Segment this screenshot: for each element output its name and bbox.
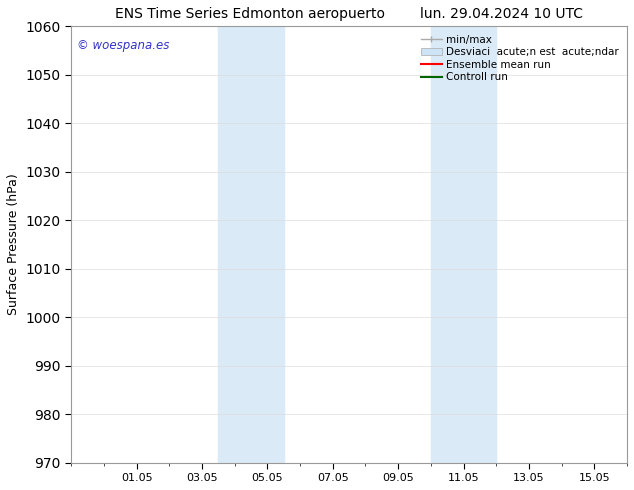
- Bar: [431, 26, 463, 463]
- Legend: min/max, Desviaci  acute;n est  acute;ndar, Ensemble mean run, Controll run: min/max, Desviaci acute;n est acute;ndar…: [418, 31, 622, 86]
- Bar: [251, 26, 283, 463]
- Bar: [218, 26, 251, 463]
- Title: ENS Time Series Edmonton aeropuerto        lun. 29.04.2024 10 UTC: ENS Time Series Edmonton aeropuerto lun.…: [115, 7, 583, 21]
- Bar: [463, 26, 496, 463]
- Text: © woespana.es: © woespana.es: [77, 39, 169, 52]
- Y-axis label: Surface Pressure (hPa): Surface Pressure (hPa): [7, 173, 20, 316]
